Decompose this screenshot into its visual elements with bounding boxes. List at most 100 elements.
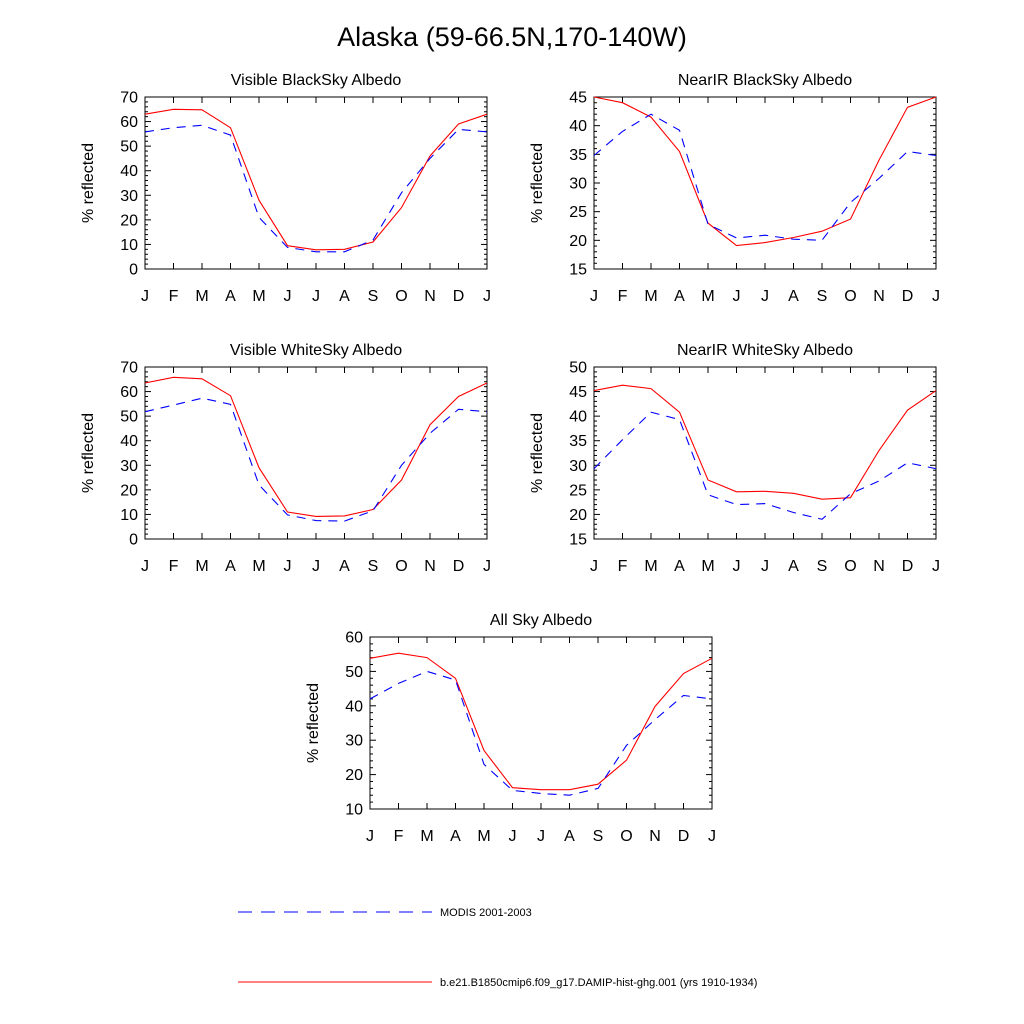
x-tick-label: J bbox=[366, 828, 374, 845]
panel-title: Visible WhiteSky Albedo bbox=[230, 342, 402, 359]
x-tick-label: J bbox=[141, 558, 149, 575]
y-tick-label: 25 bbox=[569, 482, 587, 499]
x-tick-label: M bbox=[420, 828, 433, 845]
chart-panel-2: NearIR BlackSky Albedo % reflected 15 20 25 3… bbox=[529, 72, 940, 305]
y-tick-label: 40 bbox=[120, 163, 138, 180]
y-tick-label: 60 bbox=[120, 384, 138, 401]
x-tick-label: J bbox=[733, 288, 741, 305]
x-tick-label: A bbox=[564, 828, 575, 845]
x-tick-label: F bbox=[169, 288, 179, 305]
y-tick-label: 0 bbox=[129, 532, 138, 549]
x-tick-label: M bbox=[701, 288, 714, 305]
plot-frame bbox=[144, 366, 488, 540]
y-tick-label: 30 bbox=[345, 733, 363, 750]
series-line-obs bbox=[593, 411, 937, 520]
x-tick-label: J bbox=[284, 288, 292, 305]
y-tick-label: 20 bbox=[569, 233, 587, 250]
y-axis-label: % reflected bbox=[80, 413, 97, 493]
series-line-obs bbox=[144, 397, 488, 522]
x-tick-label: A bbox=[225, 558, 236, 575]
x-tick-label: A bbox=[674, 288, 685, 305]
plot-frame bbox=[144, 96, 488, 270]
x-tick-label: M bbox=[644, 558, 657, 575]
x-tick-label: N bbox=[873, 558, 885, 575]
x-tick-label: N bbox=[649, 828, 661, 845]
x-tick-label: J bbox=[708, 828, 716, 845]
x-tick-label: A bbox=[225, 288, 236, 305]
y-tick-label: 45 bbox=[569, 90, 587, 107]
y-axis-label: % reflected bbox=[529, 413, 546, 493]
y-tick-label: 20 bbox=[569, 507, 587, 524]
y-tick-label: 10 bbox=[120, 237, 138, 254]
y-tick-label: 10 bbox=[345, 802, 363, 819]
x-tick-label: M bbox=[195, 558, 208, 575]
x-tick-label: S bbox=[368, 558, 379, 575]
x-tick-label: M bbox=[252, 288, 265, 305]
x-tick-label: A bbox=[339, 288, 350, 305]
y-tick-label: 20 bbox=[120, 212, 138, 229]
x-tick-label: F bbox=[618, 288, 628, 305]
x-tick-label: M bbox=[477, 828, 490, 845]
x-tick-label: J bbox=[932, 558, 940, 575]
y-tick-label: 30 bbox=[120, 458, 138, 475]
y-axis-label: % reflected bbox=[80, 143, 97, 223]
x-tick-label: J bbox=[733, 558, 741, 575]
x-tick-label: S bbox=[817, 288, 828, 305]
y-axis-label: % reflected bbox=[529, 143, 546, 223]
y-tick-label: 30 bbox=[569, 458, 587, 475]
x-tick-label: M bbox=[644, 288, 657, 305]
chart-panel-4: NearIR WhiteSky Albedo % reflected 15 20 25 3… bbox=[529, 342, 940, 575]
x-tick-label: D bbox=[902, 558, 914, 575]
x-tick-label: D bbox=[453, 288, 465, 305]
y-tick-label: 35 bbox=[569, 433, 587, 450]
x-tick-label: A bbox=[339, 558, 350, 575]
x-tick-label: J bbox=[284, 558, 292, 575]
x-tick-label: D bbox=[902, 288, 914, 305]
x-tick-label: M bbox=[195, 288, 208, 305]
series-line-obs bbox=[144, 124, 488, 253]
y-tick-label: 40 bbox=[345, 698, 363, 715]
y-tick-label: 50 bbox=[120, 409, 138, 426]
x-tick-label: S bbox=[817, 558, 828, 575]
y-tick-label: 30 bbox=[569, 176, 587, 193]
legend-label-obs: MODIS 2001-2003 bbox=[440, 907, 532, 919]
x-tick-label: A bbox=[450, 828, 461, 845]
y-tick-label: 70 bbox=[120, 360, 138, 377]
series-line-model bbox=[593, 384, 937, 500]
chart-panel-1: Visible BlackSky Albedo % reflected 0 10 20 3… bbox=[80, 72, 491, 305]
y-tick-label: 40 bbox=[120, 433, 138, 450]
y-tick-label: 50 bbox=[120, 139, 138, 156]
x-tick-label: A bbox=[788, 288, 799, 305]
y-tick-label: 50 bbox=[569, 360, 587, 377]
x-tick-label: O bbox=[395, 558, 407, 575]
y-tick-label: 60 bbox=[120, 114, 138, 131]
x-tick-label: D bbox=[678, 828, 690, 845]
series-line-model bbox=[144, 376, 488, 517]
y-tick-label: 10 bbox=[120, 507, 138, 524]
y-tick-label: 15 bbox=[569, 262, 587, 279]
series-line-obs bbox=[369, 670, 713, 796]
y-tick-label: 70 bbox=[120, 90, 138, 107]
x-tick-label: F bbox=[169, 558, 179, 575]
x-tick-label: D bbox=[453, 558, 465, 575]
panel-title: NearIR WhiteSky Albedo bbox=[677, 342, 853, 359]
y-tick-label: 20 bbox=[120, 482, 138, 499]
x-tick-label: N bbox=[424, 288, 436, 305]
plot-frame bbox=[369, 636, 713, 810]
x-tick-label: J bbox=[590, 288, 598, 305]
panel-title: NearIR BlackSky Albedo bbox=[678, 72, 852, 89]
panel-title: All Sky Albedo bbox=[490, 612, 592, 629]
x-tick-label: J bbox=[312, 558, 320, 575]
x-tick-label: J bbox=[483, 558, 491, 575]
plot-frame bbox=[593, 366, 937, 540]
x-tick-label: J bbox=[141, 288, 149, 305]
y-tick-label: 20 bbox=[345, 767, 363, 784]
x-tick-label: J bbox=[590, 558, 598, 575]
x-tick-label: N bbox=[873, 288, 885, 305]
x-tick-label: O bbox=[844, 288, 856, 305]
x-tick-label: A bbox=[674, 558, 685, 575]
panel-title: Visible BlackSky Albedo bbox=[231, 72, 402, 89]
legend: MODIS 2001-2003 b.e21.B1850cmip6.f09_g17.… bbox=[238, 907, 757, 989]
